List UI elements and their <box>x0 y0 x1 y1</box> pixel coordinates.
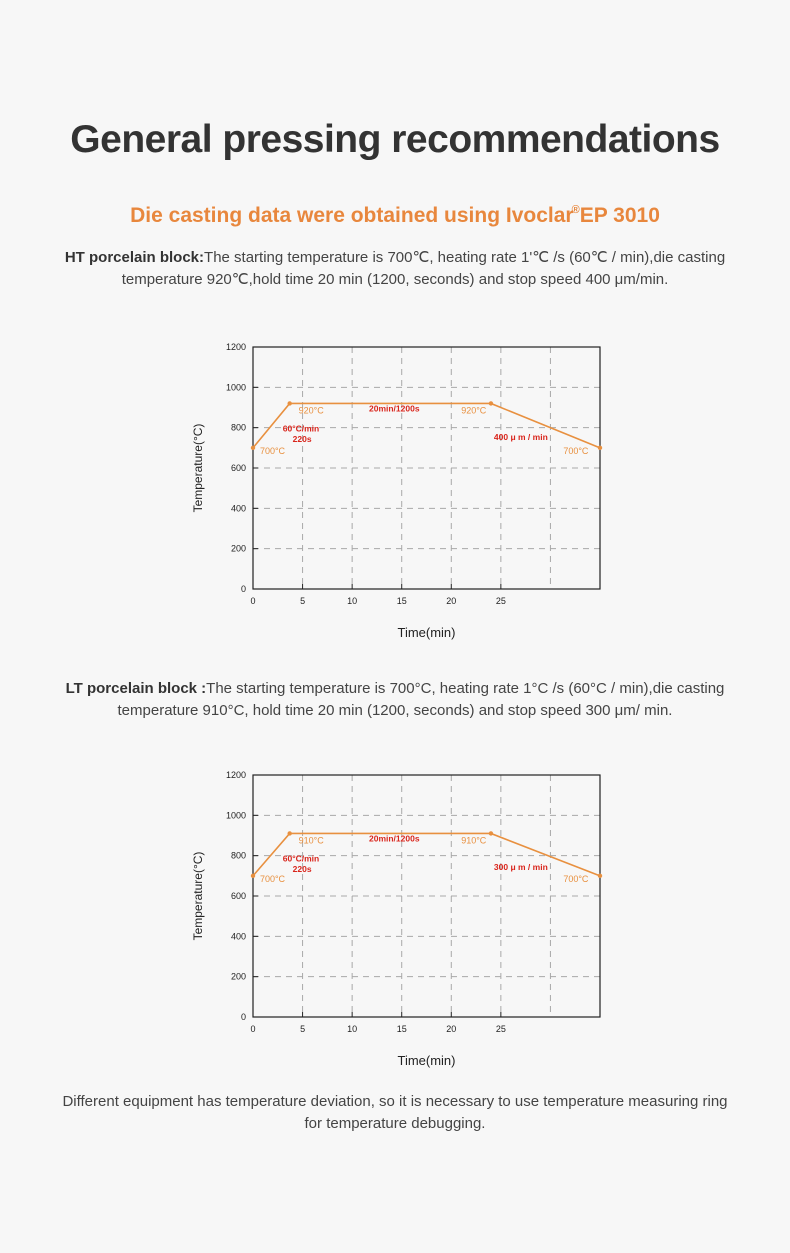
lt-data-point <box>250 873 256 879</box>
lt-temperature-line <box>252 832 601 877</box>
lt-data-point <box>287 831 292 836</box>
lt-xtick-label: 15 <box>397 1024 407 1034</box>
lt-annotation: 910°C <box>461 836 487 846</box>
lt-annotation: 700°C <box>563 874 589 884</box>
lt-xtick-label: 5 <box>300 1024 305 1034</box>
ht-ytick-label: 1000 <box>226 382 246 392</box>
lt-ytick-label: 1000 <box>226 810 246 820</box>
lt-ytick-label: 0 <box>241 1012 246 1022</box>
lt-ytick-label: 1200 <box>226 770 246 780</box>
ht-plot-frame <box>252 346 601 590</box>
ht-x-axis-title: Time(min) <box>397 625 455 640</box>
lt-data-point <box>488 831 494 836</box>
ht-annotation: 920°C <box>461 406 487 416</box>
footer-note: Different equipment has temperature devi… <box>62 1093 728 1132</box>
ht-annotation: 700°C <box>563 446 589 456</box>
subtitle: Die casting data were obtained using Ivo… <box>0 204 790 228</box>
ht-chart-svg: 0 200 400 600 800 1000 1200 0 5 10 15 20 25 700°C 920°… <box>191 342 603 640</box>
ht-plot-area <box>253 347 600 589</box>
ht-y-axis-title: Temperature(°C) <box>191 424 205 513</box>
lt-annotation: 220s <box>293 864 312 874</box>
lt-y-axis-title: Temperature(°C) <box>191 852 205 941</box>
registered-mark: ® <box>571 204 580 216</box>
lt-label: LT porcelain block : <box>65 680 207 697</box>
ht-annotation: 60°C/min <box>283 424 319 434</box>
lt-annotation: 910°C <box>299 836 325 846</box>
ht-annotation: 700°C <box>260 446 286 456</box>
ht-description: HT porcelain block:The starting temperat… <box>30 247 760 291</box>
lt-xtick-label: 0 <box>250 1024 255 1034</box>
ht-ytick-label: 600 <box>231 463 246 473</box>
ht-ytick-label: 1200 <box>226 342 246 352</box>
ht-temperature-chart: 0 200 400 600 800 1000 1200 0 5 10 15 20 25 700°C 920°… <box>0 328 790 668</box>
subtitle-model: EP 3010 <box>579 204 660 227</box>
lt-ytick-label: 400 <box>231 931 246 941</box>
ht-text: The starting temperature is 700℃, heatin… <box>121 249 726 288</box>
lt-xtick-label: 10 <box>347 1024 357 1034</box>
ht-annotation: 400 μ m / min <box>494 432 548 442</box>
lt-data-point <box>597 873 603 879</box>
ht-temperature-line <box>252 402 601 449</box>
ht-label: HT porcelain block: <box>64 249 205 266</box>
lt-annotation: 300 μ m / min <box>494 862 548 872</box>
lt-temperature-chart: 0 200 400 600 800 1000 1200 0 5 10 15 20 25 700°C 910°… <box>0 756 790 1096</box>
ht-ytick-label: 0 <box>241 584 246 594</box>
subtitle-text: Die casting data were obtained using Ivo… <box>130 204 574 227</box>
ht-annotation: 220s <box>293 434 312 444</box>
lt-plot-area <box>253 775 600 1017</box>
page-title: General pressing recommendations <box>70 118 720 161</box>
ht-annotation: 920°C <box>299 406 325 416</box>
lt-ytick-label: 800 <box>231 851 246 861</box>
lt-annotation: 20min/1200s <box>369 834 420 844</box>
ht-xtick-label: 15 <box>397 596 407 606</box>
ht-data-point <box>488 401 494 406</box>
lt-text: The starting temperature is 700°C, heati… <box>117 680 725 719</box>
lt-annotation: 700°C <box>260 874 286 884</box>
lt-chart-svg: 0 200 400 600 800 1000 1200 0 5 10 15 20 25 700°C 910°… <box>191 770 603 1068</box>
ht-ytick-label: 400 <box>231 503 246 513</box>
ht-data-point <box>287 401 292 406</box>
ht-annotation: 20min/1200s <box>369 404 420 414</box>
ht-ytick-label: 800 <box>231 423 246 433</box>
ht-xtick-label: 10 <box>347 596 357 606</box>
lt-xtick-label: 20 <box>446 1024 456 1034</box>
ht-ytick-label: 200 <box>231 544 246 554</box>
lt-xtick-label: 25 <box>496 1024 506 1034</box>
ht-xtick-label: 20 <box>446 596 456 606</box>
ht-xtick-label: 5 <box>300 596 305 606</box>
lt-ytick-label: 200 <box>231 972 246 982</box>
lt-annotation: 60°C/min <box>283 854 319 864</box>
ht-xtick-label: 25 <box>496 596 506 606</box>
ht-xtick-label: 0 <box>250 596 255 606</box>
lt-ytick-label: 600 <box>231 891 246 901</box>
ht-data-point <box>597 445 603 451</box>
ht-data-point <box>250 445 256 451</box>
lt-plot-frame <box>252 774 601 1018</box>
lt-x-axis-title: Time(min) <box>397 1053 455 1068</box>
lt-description: LT porcelain block :The starting tempera… <box>30 678 760 722</box>
